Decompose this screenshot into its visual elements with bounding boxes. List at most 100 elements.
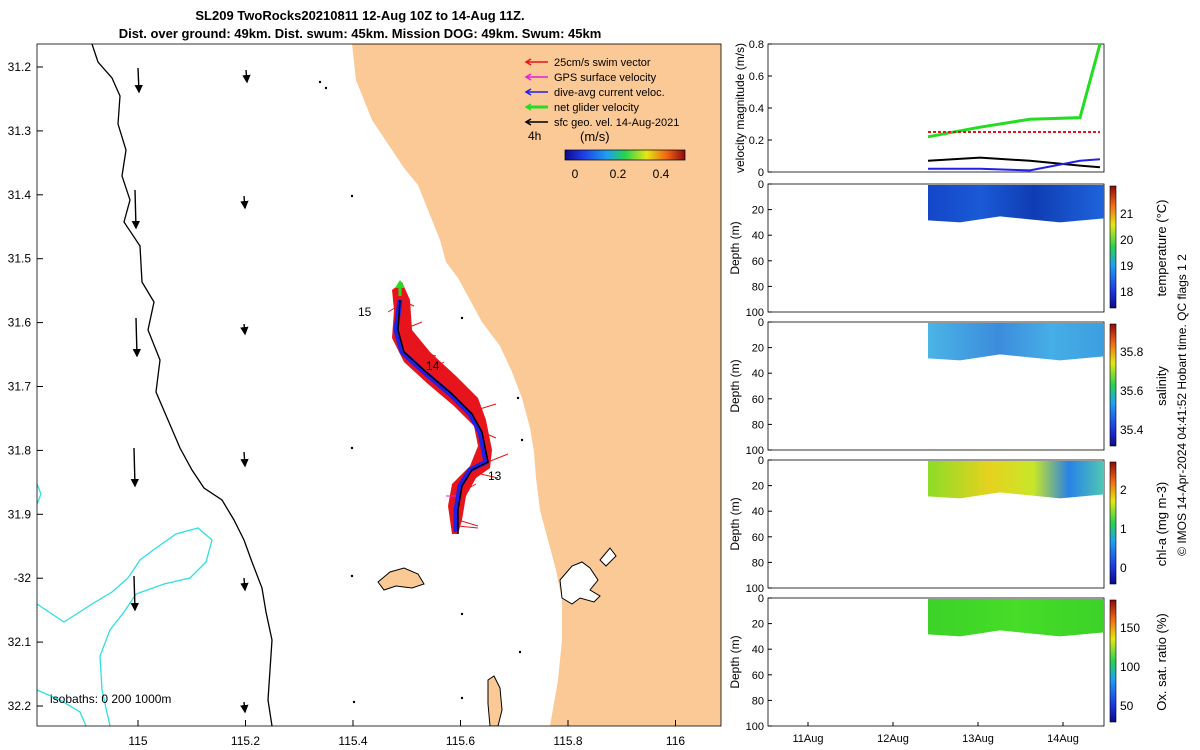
profile-panel-salinity: 0 20 40 60 80 100 Depth (m) 35.8 35.6 35.4 salinit…	[728, 317, 1169, 457]
depth-tick-label: 0	[758, 593, 764, 605]
legend-swatch-head	[524, 88, 532, 96]
lon-tick-label: 115.2	[231, 734, 260, 748]
swim-vector	[457, 525, 479, 529]
colorbar-label: temperature (°C)	[1154, 200, 1169, 297]
depth-tick-label: 20	[752, 619, 764, 631]
colorbar-tick-label: 21	[1120, 207, 1134, 221]
time-tick-label: 12Aug	[877, 733, 909, 745]
depth-tick-label: 80	[752, 695, 764, 707]
depth-tick-label: 20	[752, 205, 764, 217]
legend-label: net glider velocity	[554, 102, 639, 114]
legend-swatch-head	[524, 103, 532, 111]
map-legend: 25cm/s swim vector GPS surface velocity di…	[524, 57, 686, 181]
legend-label: 25cm/s swim vector	[554, 57, 651, 69]
net-velocity-arrowhead	[395, 280, 405, 288]
depth-tick-label: 100	[746, 307, 764, 319]
day-label-15: 15	[358, 305, 372, 319]
geostrophic-arrow	[240, 323, 249, 336]
depth-axis-label: Depth (m)	[728, 221, 742, 274]
velocity-tick-label: 0.2	[749, 135, 764, 147]
map-frame	[36, 43, 722, 727]
velocity-ylabel: velocity magnitude (m/s)	[733, 43, 747, 173]
depth-tick-label: 60	[752, 532, 764, 544]
depth-tick-label: 80	[752, 419, 764, 431]
lon-tick-label: 115.4	[338, 734, 367, 748]
chart-title-line1: SL209 TwoRocks20210811 12-Aug 10Z to 14-…	[195, 8, 525, 23]
depth-axis-label: Depth (m)	[728, 635, 742, 688]
lat-tick-label: 31.4	[8, 188, 32, 202]
geostrophic-arrow	[242, 69, 251, 84]
day-label-14: 14	[426, 359, 440, 373]
isobath-1000m	[37, 483, 213, 726]
depth-tick-label: 20	[752, 481, 764, 493]
colorbar-tick-label: 35.8	[1120, 345, 1144, 359]
velocity-tick-label: 0.8	[749, 39, 764, 51]
legend-swatch-head	[524, 58, 532, 66]
depth-tick-label: 40	[752, 506, 764, 518]
swim-vector	[487, 453, 509, 463]
depth-tick-label: 40	[752, 230, 764, 242]
lat-tick-label: 31.9	[8, 507, 32, 521]
profile-data-patch	[928, 461, 1104, 499]
depth-tick-label: 100	[746, 583, 764, 595]
geostrophic-arrow	[131, 189, 141, 230]
garden-island	[487, 675, 503, 726]
speed-colorbar	[564, 149, 686, 161]
profile-data-patch	[928, 185, 1104, 223]
geostrophic-arrow	[240, 451, 249, 468]
legend-swatch-head	[524, 73, 532, 81]
colorbar-label: chl-a (mg m-3)	[1154, 482, 1169, 567]
map-axis-ticks: 31.2 31.3 31.4 31.5 31.6 31.7 31.8 31.9 -32 32.1 3…	[8, 60, 686, 748]
lat-tick-label: 31.7	[8, 380, 32, 394]
profile-panel-chl-a: 0 20 40 60 80 100 Depth (m) 2 1 0 chl-a (mg m-3)	[728, 455, 1169, 595]
depth-tick-label: 100	[746, 445, 764, 457]
colorbar-tick-label: 150	[1120, 621, 1140, 635]
depth-tick-label: 80	[752, 557, 764, 569]
geostrophic-arrow	[134, 67, 143, 94]
colorbar-tick-label: 100	[1120, 660, 1140, 674]
estuary	[559, 561, 601, 605]
velocity-series-line	[927, 156, 1101, 169]
profile-panel-oxygen: 0 20 40 60 80 100 Depth (m) 150 100 50 Ox. sat. ra…	[728, 593, 1169, 733]
profile-panel-temperature: 0 20 40 60 80 100 Depth (m) 21 20 19 18 temperature…	[728, 179, 1169, 319]
colorbar-tick-label: 18	[1120, 285, 1134, 299]
time-tick-label: 11Aug	[793, 733, 824, 745]
profile-data-patch	[928, 323, 1104, 361]
glider-track	[387, 280, 509, 534]
panel-colorbar	[1109, 185, 1117, 309]
geostrophic-arrows	[130, 67, 251, 714]
velocity-tick-label: 0.6	[749, 71, 764, 83]
depth-tick-label: 60	[752, 670, 764, 682]
panel-colorbar	[1109, 323, 1117, 447]
colorbar-tick-label: 35.4	[1120, 423, 1144, 437]
colorbar-tick-1: 0.2	[610, 167, 627, 181]
profile-data-patch	[928, 599, 1104, 637]
depth-tick-label: 100	[746, 721, 764, 733]
colorbar-units: (m/s)	[580, 129, 610, 144]
time-tick-label: 13Aug	[962, 733, 994, 745]
depth-tick-label: 0	[758, 317, 764, 329]
geostrophic-arrow	[132, 317, 142, 358]
depth-tick-label: 60	[752, 256, 764, 268]
colorbar-tick-2: 0.4	[653, 167, 670, 181]
lat-tick-label: 31.2	[8, 60, 32, 74]
lat-tick-label: 32.2	[8, 699, 32, 713]
time-tick-label: 14Aug	[1047, 733, 1079, 745]
geostrophic-arrow	[130, 575, 139, 612]
depth-tick-label: 0	[758, 455, 764, 467]
colorbar-tick-label: 0	[1120, 561, 1127, 575]
lat-tick-label: 31.3	[8, 124, 32, 138]
legend-swatch-head	[524, 118, 532, 126]
colorbar-tick-label: 1	[1120, 522, 1127, 536]
footer-credit: © IMOS 14-Apr-2024 04:41:52 Hobart time.…	[1175, 254, 1189, 556]
colorbar-tick-label: 2	[1120, 483, 1127, 497]
geostrophic-arrow	[130, 447, 140, 488]
velocity-tick-label: 0.4	[749, 103, 764, 115]
lon-tick-label: 115	[128, 734, 147, 748]
lat-tick-label: 31.6	[8, 316, 32, 330]
depth-tick-label: 0	[758, 179, 764, 191]
legend-label: dive-avg current veloc.	[554, 87, 665, 99]
colorbar-tick-0: 0	[572, 167, 579, 181]
glider-path-line	[397, 299, 489, 534]
